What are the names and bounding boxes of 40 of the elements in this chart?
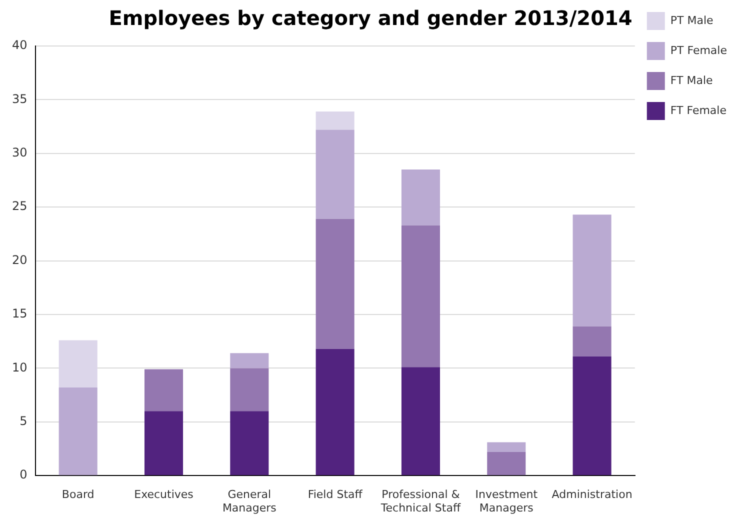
bar (401, 225, 440, 368)
y-tick-label: 35 (12, 92, 28, 106)
y-tick-label: 5 (20, 414, 28, 428)
legend-label: PT Female (670, 44, 728, 57)
bar (487, 442, 526, 452)
legend-label: PT Male (670, 14, 714, 27)
bar (401, 170, 440, 226)
bar (58, 388, 98, 476)
chart-title: Employees by category and gender 2013/2014 (108, 6, 632, 30)
bar (144, 411, 184, 476)
bar (316, 218, 354, 349)
bar (144, 369, 184, 412)
bar (572, 326, 612, 356)
bar (230, 353, 269, 368)
x-tick-label: Field Staff (308, 488, 363, 502)
bar (401, 367, 440, 476)
bar (316, 130, 354, 219)
y-tick-label: 25 (12, 199, 28, 214)
x-tick-label: Investment Managers (475, 488, 538, 514)
bar (58, 340, 98, 388)
y-tick-label: 30 (12, 146, 28, 160)
x-tick-label: Board (62, 488, 94, 502)
x-tick-label: Professional & Technical Staff (380, 488, 461, 514)
y-tick-label: 10 (12, 360, 28, 374)
legend-label: FT Male (670, 74, 714, 87)
legend-label: FT Female (670, 104, 727, 117)
y-tick-label: 20 (12, 252, 28, 267)
bar (316, 348, 354, 476)
y-tick-label: 15 (12, 306, 28, 321)
y-tick-label: 0 (20, 468, 28, 482)
y-tick-label: 40 (12, 38, 28, 52)
bar (487, 452, 526, 476)
bar (572, 214, 612, 326)
x-tick-label: Executives (134, 488, 194, 502)
x-tick-label: General Managers (222, 488, 277, 514)
bar (230, 368, 269, 412)
x-tick-label: Administration (552, 488, 632, 502)
bar (230, 411, 269, 476)
bar (316, 112, 354, 130)
bar (572, 356, 612, 476)
